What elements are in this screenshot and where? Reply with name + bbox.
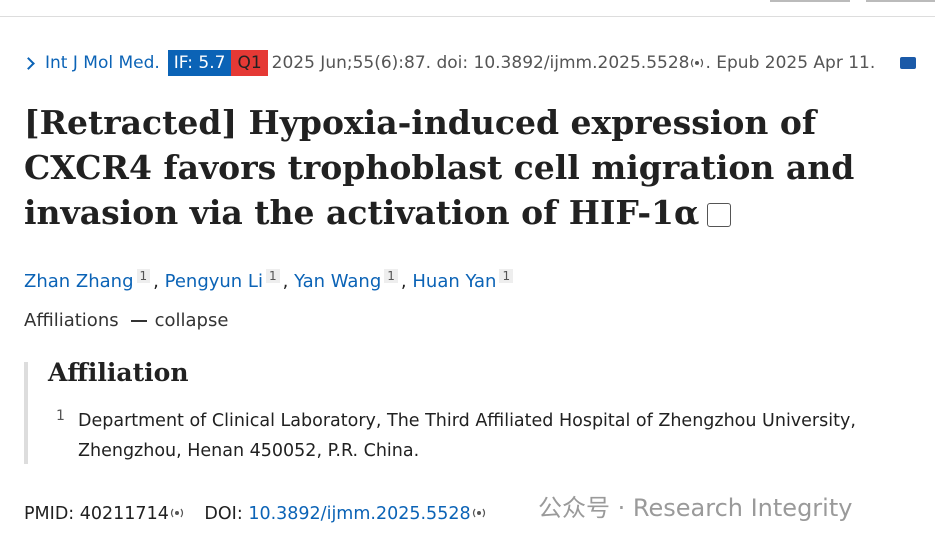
affiliation-heading: Affiliation: [48, 358, 189, 387]
affiliation-number: 1: [56, 408, 65, 424]
collapse-icon: [130, 320, 147, 322]
tab-indicator: [770, 0, 850, 2]
journal-link[interactable]: Int J Mol Med.: [45, 53, 160, 73]
link-icon: [170, 508, 183, 518]
watermark: 公众号 · Research Integrity: [538, 494, 853, 522]
camera-icon[interactable]: [900, 57, 916, 69]
article-title: [Retracted] Hypoxia-induced expression o…: [24, 100, 904, 235]
quartile-badge: Q1: [231, 50, 268, 76]
doi-label: DOI:: [204, 504, 243, 524]
translate-icon[interactable]: [707, 203, 732, 227]
author-separator: ,: [282, 271, 289, 292]
title-text: [Retracted] Hypoxia-induced expression o…: [24, 103, 855, 232]
tab-indicator: [866, 0, 935, 2]
author-separator: ,: [153, 271, 159, 292]
affiliation-box: Affiliation: [24, 358, 189, 464]
author-separator: ,: [400, 271, 407, 292]
toggle-action[interactable]: collapse: [154, 310, 229, 331]
citation-reference: 2025 Jun;55(6):87. doi: 10.3892/ijmm.202…: [271, 53, 690, 73]
citation-line: Int J Mol Med. IF: 5.7 Q1 2025 Jun;55(6)…: [22, 50, 876, 76]
author-affiliation[interactable]: 1: [265, 269, 280, 283]
link-icon: [472, 508, 485, 518]
epub-date: . Epub 2025 Apr 11.: [705, 53, 876, 73]
author-affiliation[interactable]: 1: [136, 269, 151, 283]
author-name[interactable]: Pengyun Li: [164, 271, 263, 292]
author-list: Zhan Zhang 1, Pengyun Li 1, Yan Wang 1, Hua…: [24, 262, 516, 296]
affiliations-toggle: Affiliations collapse: [24, 308, 228, 334]
pmid: 40211714: [79, 504, 169, 524]
toggle-label: Affiliations: [24, 310, 119, 331]
doi-link[interactable]: 10.3892/ijmm.2025.5528: [248, 504, 471, 524]
impact-factor-badge: IF: 5.7: [167, 50, 232, 76]
author-affiliation[interactable]: 1: [384, 269, 398, 283]
identifiers: PMID: 40211714 DOI: 10.3892/ijmm.2025.55…: [24, 501, 487, 527]
author-name[interactable]: Zhan Zhang: [24, 271, 134, 292]
affiliation-text: Department of Clinical Laboratory, The T…: [78, 411, 856, 461]
author-name[interactable]: Yan Wang: [294, 271, 382, 292]
divider: [0, 16, 935, 17]
pmid-label: PMID:: [24, 504, 75, 524]
chevron-icon: [22, 56, 35, 70]
author-affiliation[interactable]: 1: [499, 269, 514, 283]
author-name[interactable]: Huan Yan: [412, 271, 497, 292]
link-icon: [691, 58, 704, 68]
